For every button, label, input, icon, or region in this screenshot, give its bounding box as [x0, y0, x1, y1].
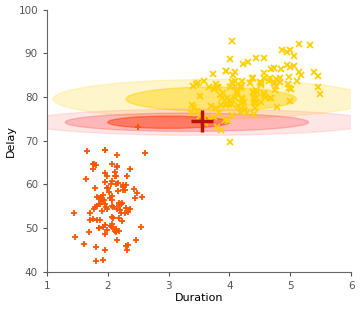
- Ellipse shape: [23, 109, 360, 135]
- Ellipse shape: [108, 116, 229, 128]
- Ellipse shape: [65, 113, 309, 131]
- Y-axis label: Delay: Delay: [5, 125, 15, 157]
- Ellipse shape: [126, 87, 296, 111]
- X-axis label: Duration: Duration: [175, 294, 223, 303]
- Ellipse shape: [53, 79, 360, 119]
